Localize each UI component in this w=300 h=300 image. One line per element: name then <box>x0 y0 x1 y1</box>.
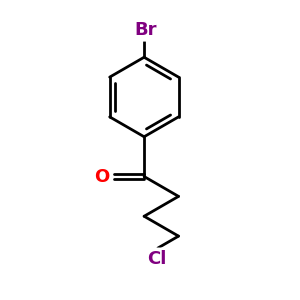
Text: O: O <box>94 167 110 185</box>
Text: Br: Br <box>134 21 157 39</box>
Text: Cl: Cl <box>147 250 166 268</box>
